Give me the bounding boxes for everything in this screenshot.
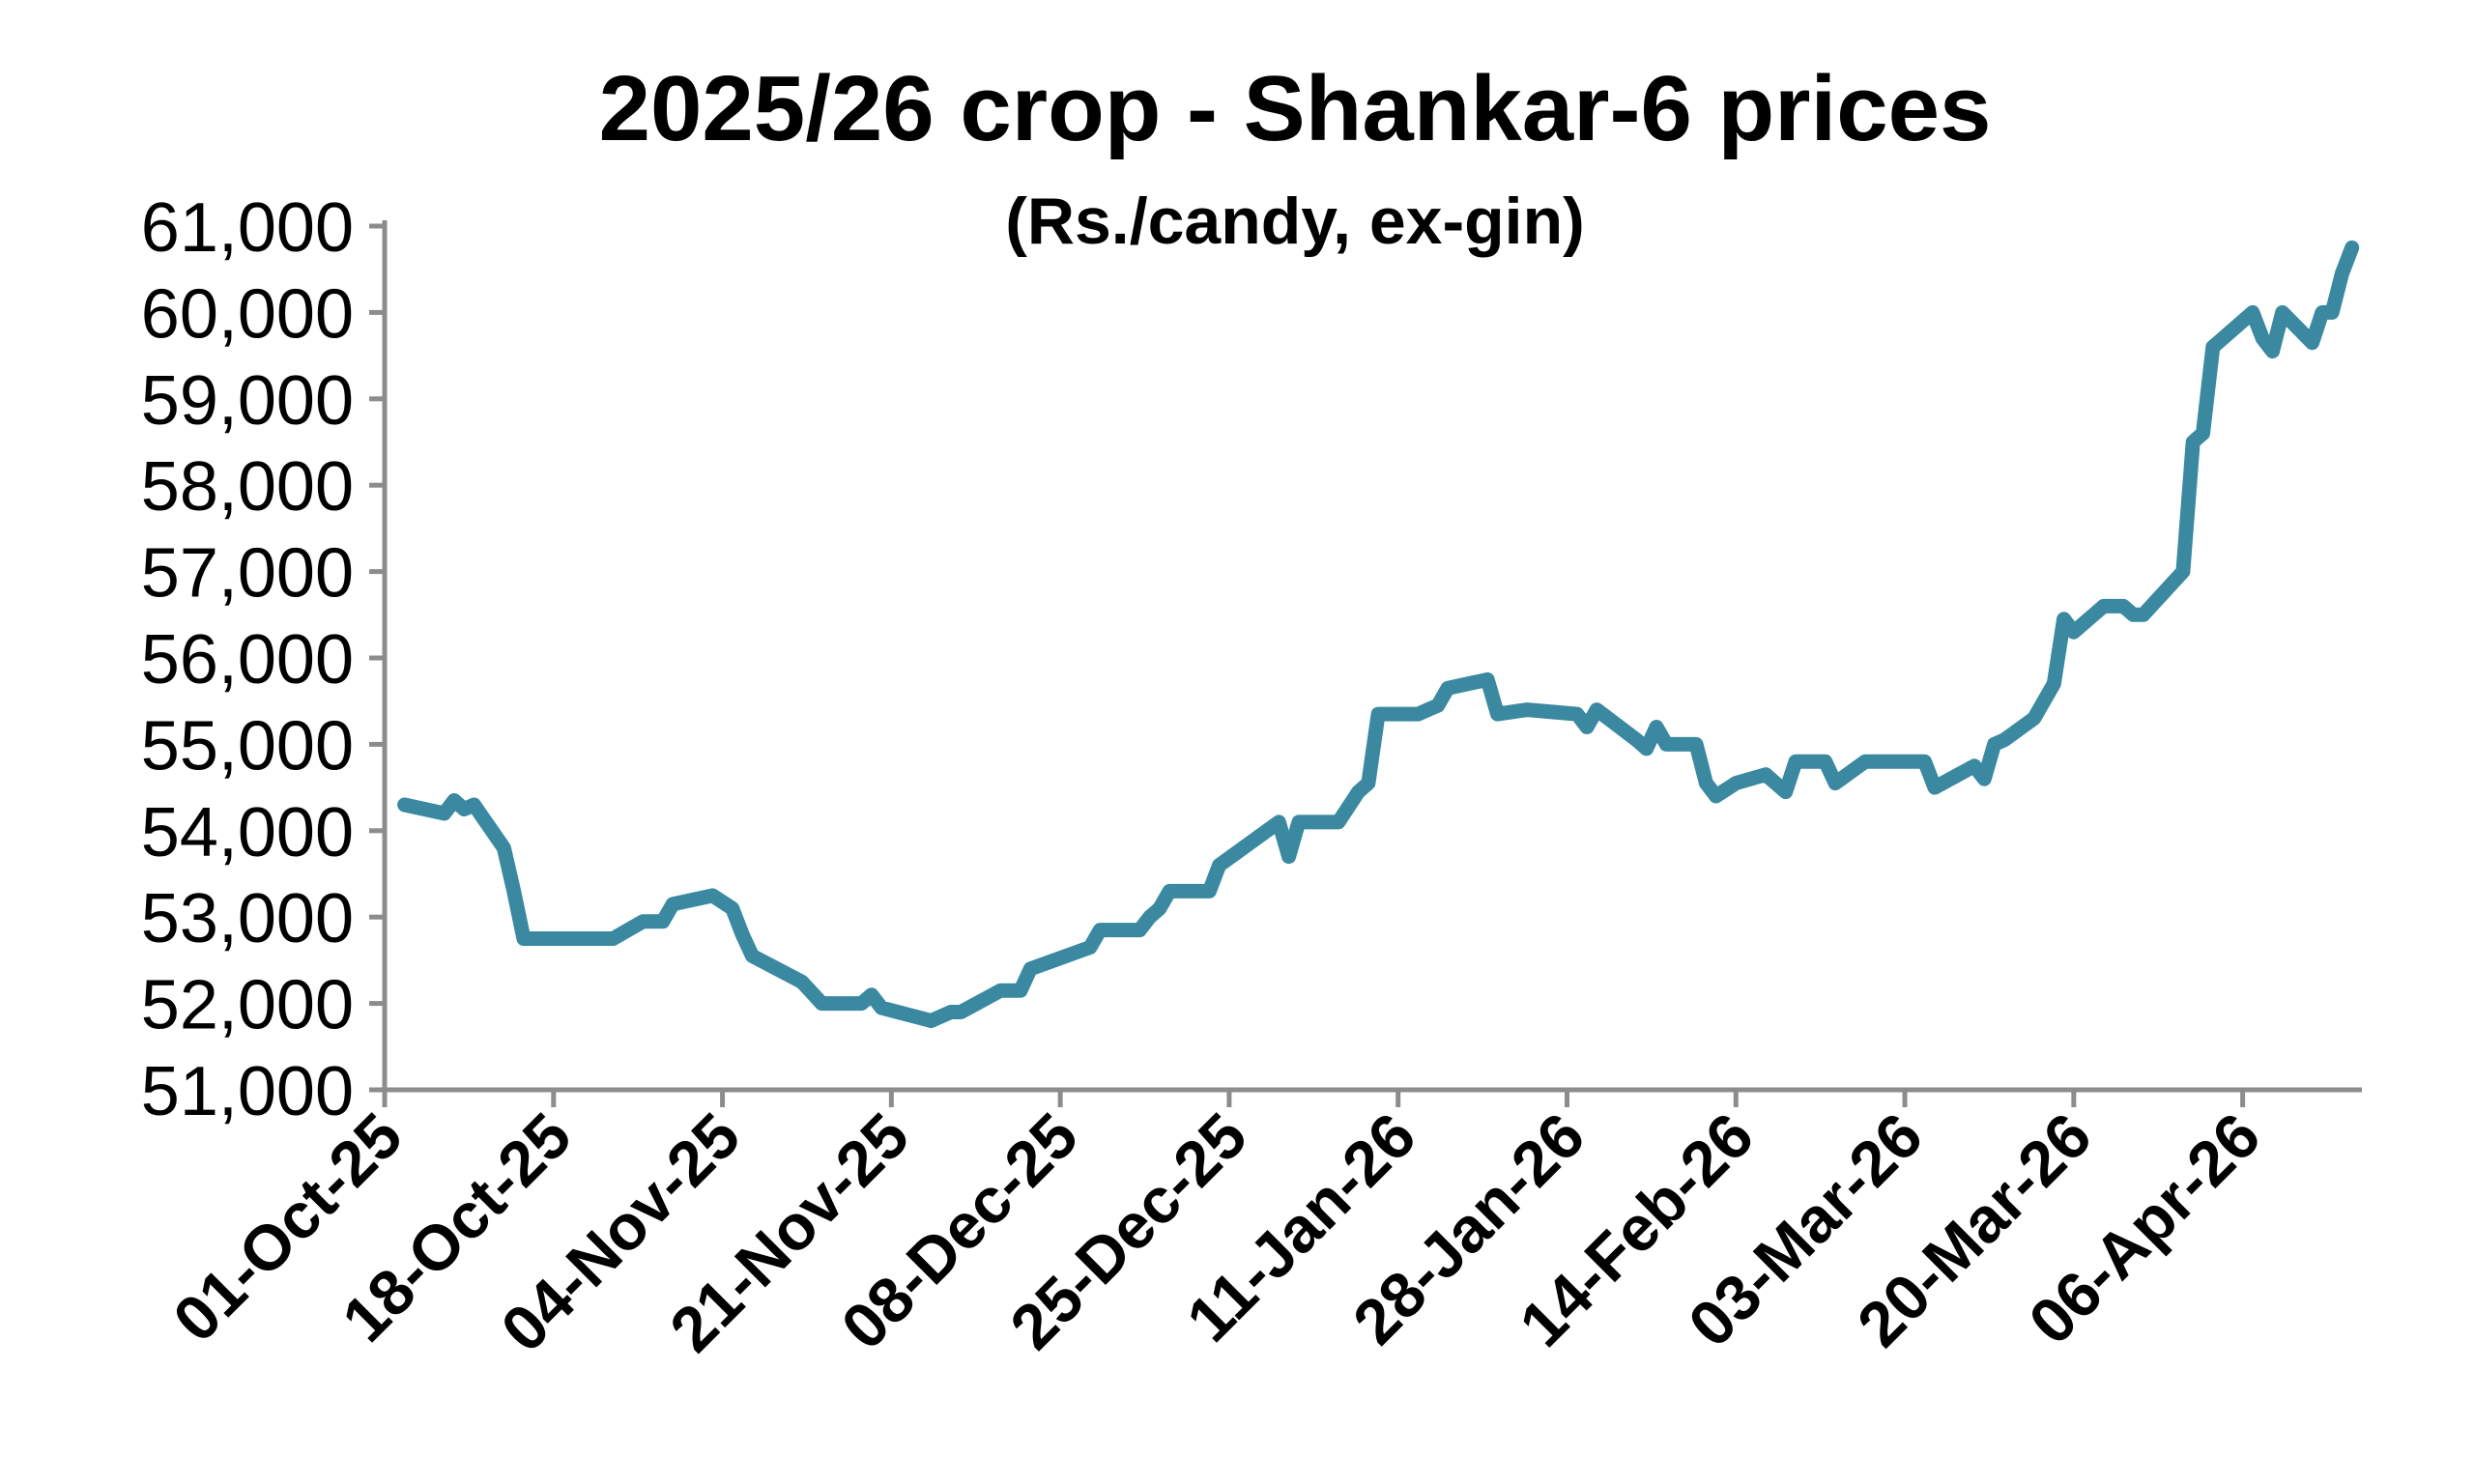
price-line	[397, 240, 2360, 1028]
y-tick-label: 56,000	[141, 621, 354, 699]
y-tick-label: 54,000	[141, 794, 354, 871]
y-tick-label: 57,000	[141, 535, 354, 613]
y-tick-label: 53,000	[141, 880, 354, 957]
y-tick-label: 61,000	[141, 189, 354, 267]
y-tick-label: 51,000	[141, 1053, 354, 1130]
chart-title: 2025/26 crop - Shankar-6 prices	[599, 57, 1992, 160]
y-tick-label: 52,000	[141, 967, 354, 1044]
y-tick-label: 60,000	[141, 275, 354, 353]
y-tick-label: 58,000	[141, 448, 354, 526]
y-tick-label: 59,000	[141, 362, 354, 440]
chart-subtitle: (Rs./candy, ex-gin)	[1005, 185, 1585, 258]
y-tick-label: 55,000	[141, 707, 354, 785]
